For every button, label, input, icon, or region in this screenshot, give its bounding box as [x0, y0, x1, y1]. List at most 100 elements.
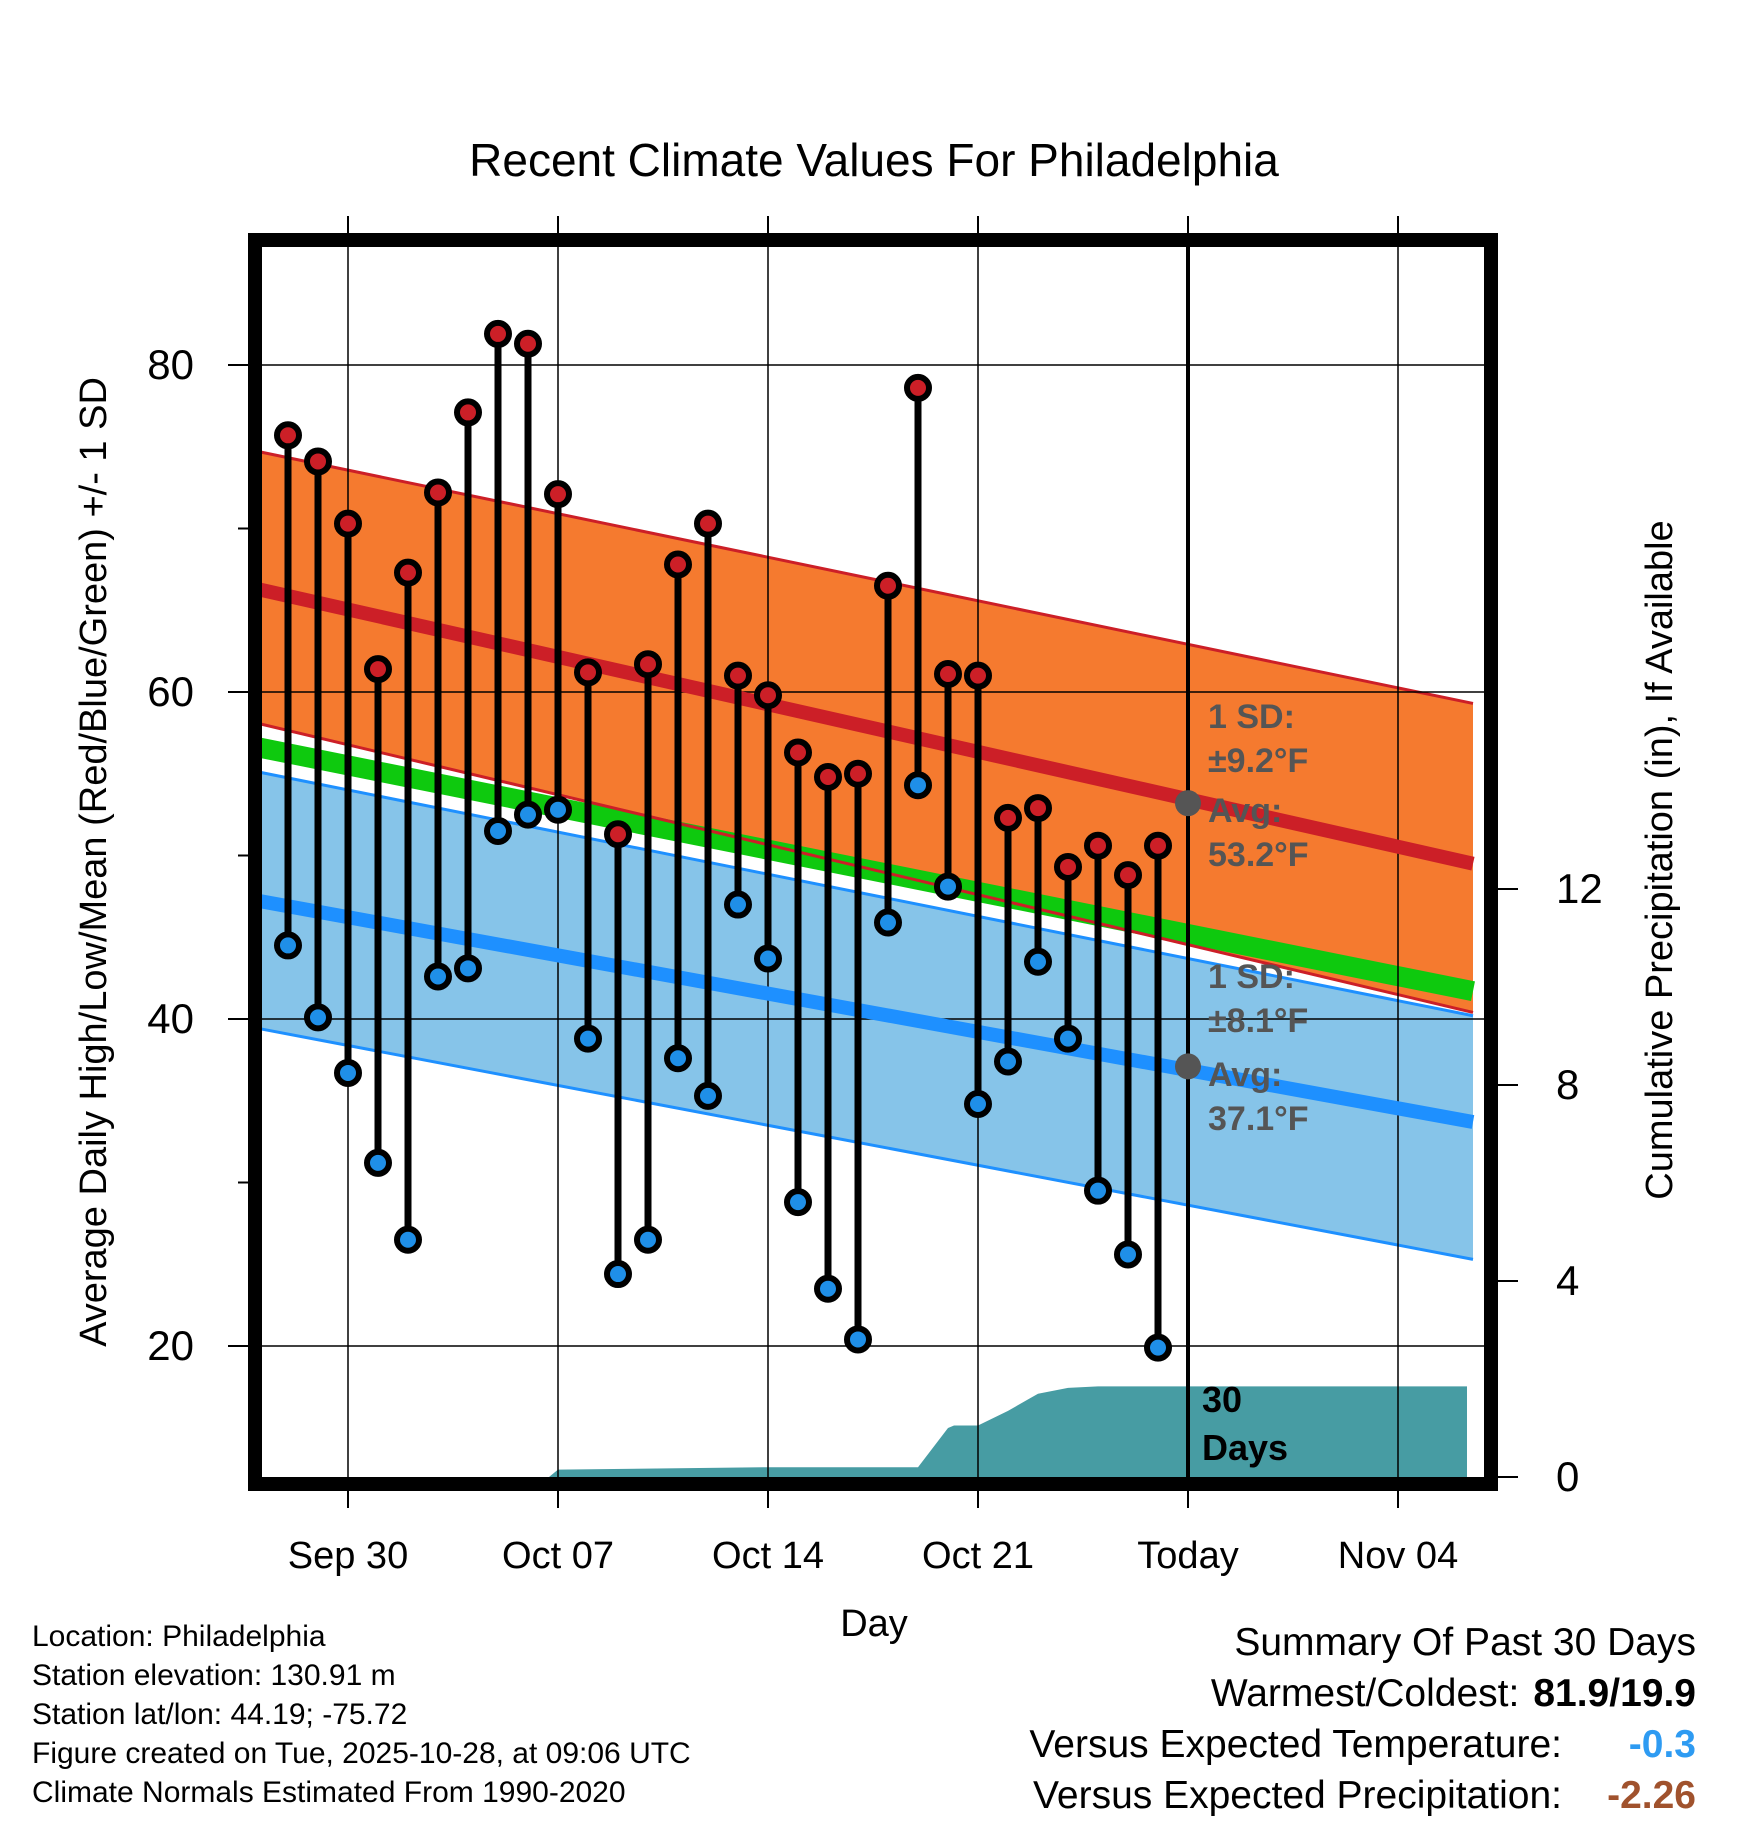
low-point-13: [664, 1044, 692, 1073]
high-point-15: [724, 661, 752, 690]
x-axis-label: Day: [840, 1603, 908, 1645]
low-sd-label-line2: ±8.1°F: [1208, 1002, 1308, 1040]
y2-tick-label-0: 0: [1556, 1453, 1579, 1500]
low-point-19: [844, 1325, 872, 1354]
low-sd-label-line1: 1 SD:: [1208, 958, 1295, 996]
axes: Sep 30 Oct 07 Oct 14 Oct 21 Today Nov 0420406…: [147, 216, 1603, 1577]
y-tick-label-2: 60: [147, 668, 194, 715]
low-point-22: [934, 872, 962, 901]
precip-value: -2.26: [1607, 1774, 1696, 1817]
low-point-29: [1144, 1333, 1172, 1362]
high-point-16: [754, 681, 782, 710]
y-tick-label-3: 80: [147, 341, 194, 388]
x-tick-label-3: Oct 21: [922, 1535, 1034, 1577]
high-point-22: [934, 660, 962, 689]
high-point-17: [784, 738, 812, 767]
plot-area: 1 SD: ±9.2°F Avg: 53.2°F 1 SD: ±8.1°F Av…: [262, 247, 1484, 1477]
precip-area: [262, 1386, 1467, 1477]
high-avg-line: [262, 582, 1475, 871]
low-point-3: [364, 1148, 392, 1177]
low-point-28: [1114, 1240, 1142, 1269]
created-text: Figure created on Tue, 2025-10-28, at 09…: [32, 1737, 691, 1770]
chart-title: Recent Climate Values For Philadelphia: [469, 134, 1279, 186]
summary-title: Summary Of Past 30 Days: [1234, 1621, 1696, 1664]
low-point-8: [514, 800, 542, 829]
low-point-27: [1084, 1176, 1112, 1205]
high-point-23: [964, 661, 992, 690]
normals-text: Climate Normals Estimated From 1990-2020: [32, 1776, 626, 1809]
summary-temp-row: Versus Expected Temperature: -0.3: [1029, 1719, 1696, 1770]
temp-value: -0.3: [1628, 1723, 1696, 1766]
low-point-25: [1024, 947, 1052, 976]
high-point-0: [274, 421, 302, 450]
low-avg-label-line2: 37.1°F: [1208, 1100, 1309, 1138]
y2-tick-label-3: 12: [1556, 865, 1603, 912]
y2-tick-label-1: 4: [1556, 1257, 1579, 1304]
low-point-18: [814, 1274, 842, 1303]
summary-precip-row: Versus Expected Precipitation: -2.26: [1029, 1770, 1696, 1821]
low-point-4: [394, 1225, 422, 1254]
station-info: Location: Philadelphia Station elevation…: [32, 1617, 691, 1812]
location-text: Location: Philadelphia: [32, 1620, 326, 1653]
high-sd-label-line1: 1 SD:: [1208, 698, 1295, 736]
low-point-7: [484, 816, 512, 845]
summary-warmest-row: Warmest/Coldest: 81.9/19.9: [1029, 1668, 1696, 1719]
latlon-text: Station lat/lon: 44.19; -75.72: [32, 1698, 408, 1731]
low-point-1: [304, 1003, 332, 1032]
low-point-2: [334, 1058, 362, 1087]
low-point-5: [424, 962, 452, 991]
x-tick-label-1: Oct 07: [502, 1535, 614, 1577]
y2-axis-label: Cumulative Precipitation (in), If Availa…: [1639, 520, 1681, 1199]
high-point-1: [304, 447, 332, 476]
high-sd-label-line2: ±9.2°F: [1208, 742, 1308, 780]
high-point-12: [634, 650, 662, 679]
high-point-18: [814, 763, 842, 792]
y-tick-label-1: 40: [147, 995, 194, 1042]
low-point-26: [1054, 1024, 1082, 1053]
high-point-4: [394, 558, 422, 587]
y-axis-label: Average Daily High/Low/Mean (Red/Blue/Gr…: [73, 377, 115, 1347]
low-point-11: [604, 1260, 632, 1289]
high-point-20: [874, 571, 902, 600]
high-avg-label-line1: Avg:: [1208, 792, 1282, 830]
x-tick-label-2: Oct 14: [712, 1535, 824, 1577]
low-point-24: [994, 1047, 1022, 1076]
high-point-5: [424, 478, 452, 507]
high-point-7: [484, 319, 512, 348]
plot-frame: [248, 233, 1498, 1491]
temp-label: Versus Expected Temperature:: [1029, 1723, 1562, 1766]
high-point-6: [454, 398, 482, 427]
high-point-26: [1054, 852, 1082, 881]
high-point-28: [1114, 861, 1142, 890]
high-point-29: [1144, 831, 1172, 860]
precip-label: Versus Expected Precipitation:: [1033, 1774, 1562, 1817]
high-point-11: [604, 820, 632, 849]
low-point-14: [694, 1081, 722, 1110]
low-point-21: [904, 771, 932, 800]
high-point-3: [364, 655, 392, 684]
low-avg-marker: [1175, 1053, 1201, 1080]
low-point-15: [724, 890, 752, 919]
high-avg-label-line2: 53.2°F: [1208, 836, 1309, 874]
high-point-10: [574, 658, 602, 687]
low-point-23: [964, 1090, 992, 1119]
high-point-13: [664, 550, 692, 579]
high-point-21: [904, 373, 932, 402]
high-avg-marker: [1175, 790, 1201, 817]
low-point-16: [754, 944, 782, 973]
x-tick-label-0: Sep 30: [288, 1535, 408, 1577]
y2-tick-label-2: 8: [1556, 1061, 1579, 1108]
high-point-25: [1024, 794, 1052, 823]
summary-panel: Summary Of Past 30 Days Warmest/Coldest:…: [1029, 1617, 1696, 1821]
high-point-14: [694, 509, 722, 538]
precip-period-label-line2: Days: [1202, 1427, 1288, 1468]
high-point-2: [334, 509, 362, 538]
precip-period-label-line1: 30: [1202, 1379, 1242, 1420]
low-point-12: [634, 1225, 662, 1254]
low-point-6: [454, 954, 482, 983]
low-point-20: [874, 908, 902, 937]
low-point-10: [574, 1024, 602, 1053]
high-point-8: [514, 329, 542, 358]
high-point-27: [1084, 831, 1112, 860]
